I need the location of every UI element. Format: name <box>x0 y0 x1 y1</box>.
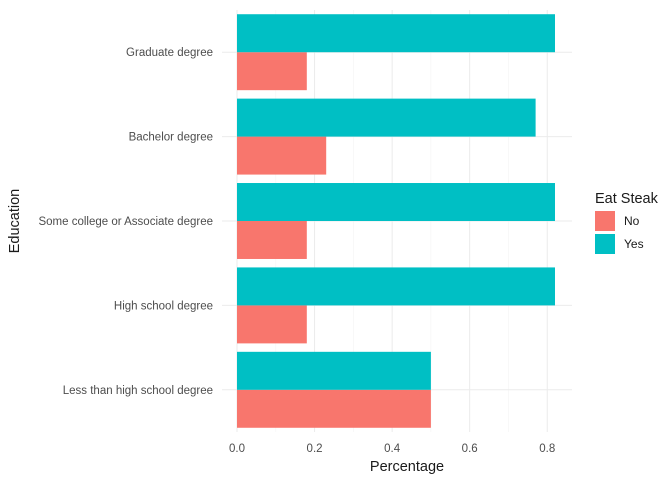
x-tick-label: 0.2 <box>307 443 323 455</box>
y-tick-label: Some college or Associate degree <box>38 216 213 228</box>
bar-no-3 <box>237 136 327 175</box>
bars <box>237 14 555 428</box>
legend: Eat Steak No Yes <box>595 191 659 254</box>
x-tick-label: 0.8 <box>539 443 555 455</box>
legend-label-yes: Yes <box>624 237 644 251</box>
x-tick-label: 0.4 <box>384 443 401 455</box>
y-axis-title: Education <box>7 189 23 254</box>
x-tick-label: 0.0 <box>229 443 245 455</box>
x-axis-title: Percentage <box>370 459 444 475</box>
bar-yes-1 <box>237 267 555 306</box>
bar-yes-2 <box>237 183 555 221</box>
x-tick-label: 0.6 <box>462 443 478 455</box>
x-tick-labels: 0.0 0.2 0.4 0.6 0.8 <box>229 443 555 455</box>
bar-no-2 <box>237 221 307 259</box>
y-tick-label: Less than high school degree <box>63 385 213 397</box>
y-tick-label: High school degree <box>114 300 213 312</box>
y-tick-labels: Less than high school degree High school … <box>38 47 213 397</box>
bar-yes-0 <box>237 351 431 390</box>
bar-yes-4 <box>237 14 555 53</box>
bar-no-1 <box>237 305 307 344</box>
y-tick-label: Graduate degree <box>126 47 213 59</box>
legend-title: Eat Steak <box>595 191 659 207</box>
y-tick-label: Bachelor degree <box>129 132 213 144</box>
bar-no-0 <box>237 389 431 428</box>
legend-key-no <box>595 211 615 231</box>
legend-key-yes <box>595 234 615 254</box>
legend-label-no: No <box>624 214 640 228</box>
bar-no-4 <box>237 52 307 91</box>
bar-yes-3 <box>237 98 536 137</box>
